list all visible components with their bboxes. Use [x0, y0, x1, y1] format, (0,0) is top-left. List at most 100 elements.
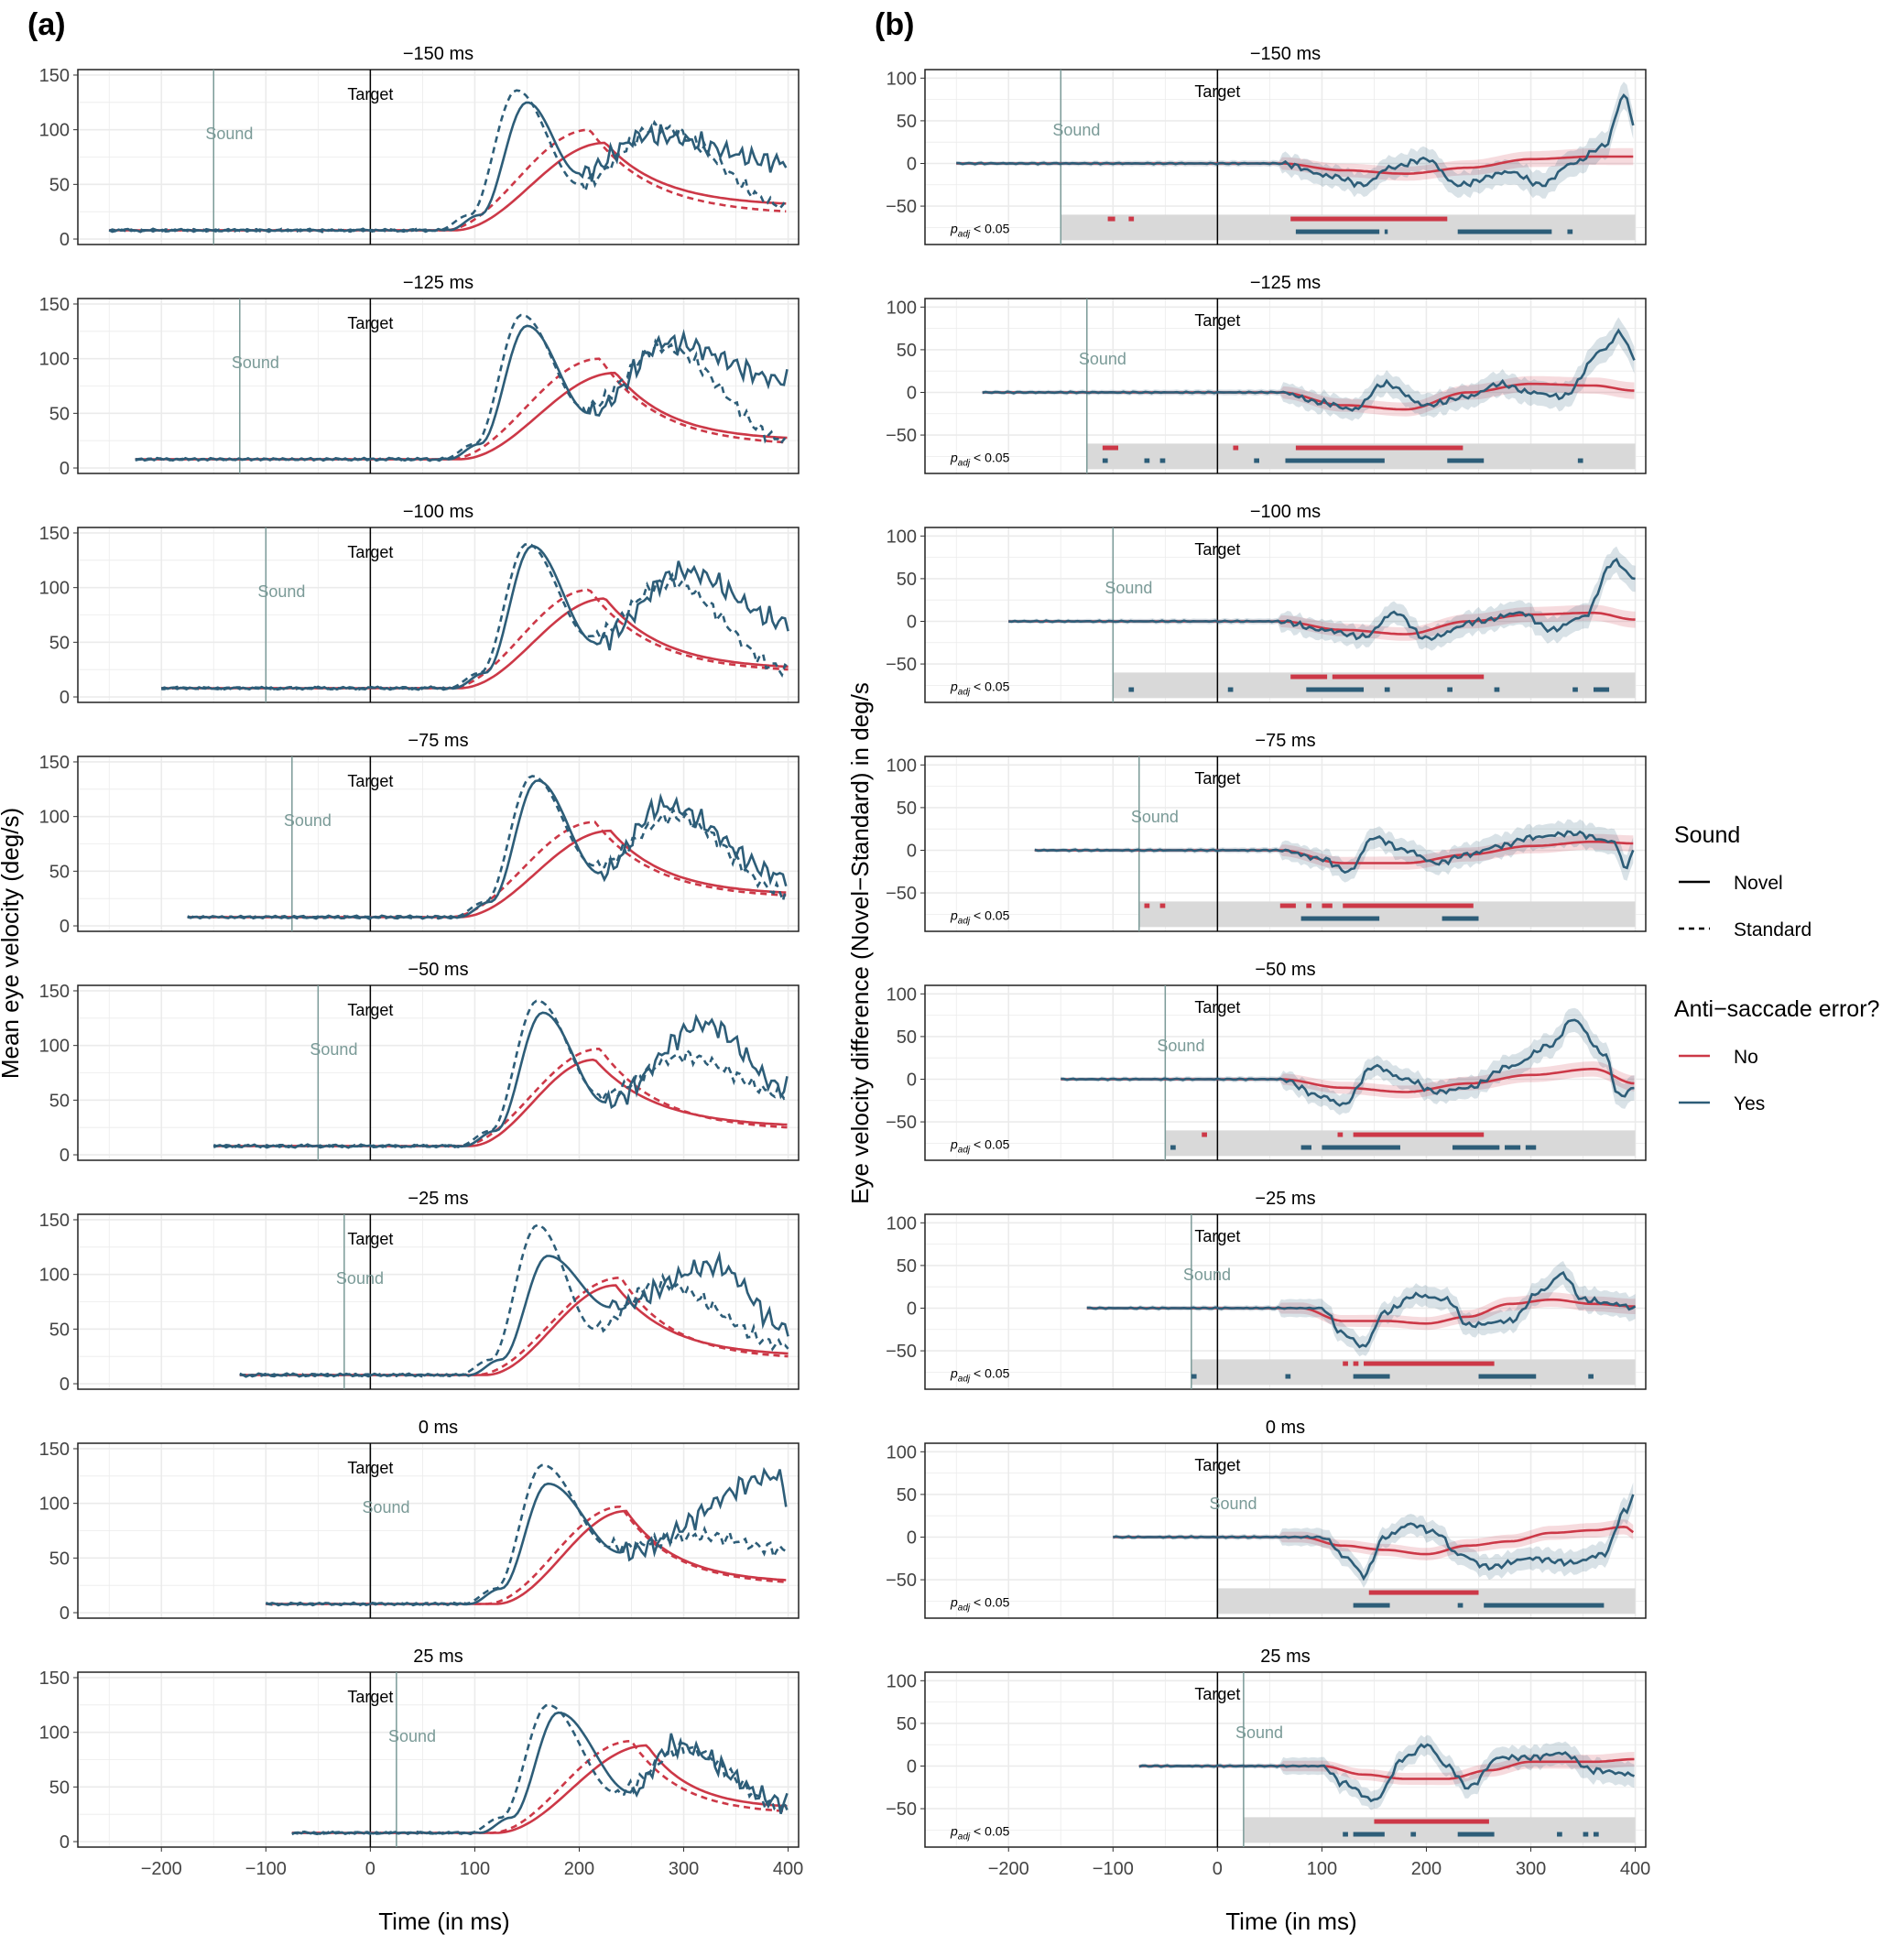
y-tick-label: 100	[39, 1723, 70, 1744]
sig-segment-yes	[1447, 458, 1485, 463]
ribbon-yes	[1138, 1734, 1635, 1810]
y-tick-label: −50	[886, 197, 917, 217]
y-tick-label: 0	[60, 1375, 70, 1395]
sig-segment-no	[1337, 1132, 1344, 1137]
x-tick-label: −200	[141, 1859, 182, 1879]
sig-segment-no	[1233, 445, 1239, 451]
facet-title: −150 ms	[1250, 44, 1321, 64]
y-tick-label: 0	[60, 230, 70, 250]
facet-title: −150 ms	[403, 44, 473, 64]
target-label: Target	[347, 85, 393, 103]
padj-label: padj < 0.05	[950, 221, 1010, 239]
series-no-standard	[109, 128, 787, 232]
plot-frame	[77, 756, 800, 932]
ribbon-no	[1008, 604, 1636, 641]
x-tick-label: −200	[988, 1859, 1029, 1879]
facet-title: −25 ms	[408, 1189, 468, 1209]
sig-segment-no	[1144, 903, 1150, 908]
series-yes-novel	[187, 778, 788, 920]
sig-segment-yes	[1384, 229, 1388, 234]
series-yes-novel	[265, 1466, 788, 1607]
target-label: Target	[347, 772, 393, 790]
sig-segment-yes	[1452, 1145, 1500, 1150]
series-yes-difference	[1008, 557, 1636, 642]
y-tick-label: 150	[39, 1669, 70, 1689]
facet-title: −100 ms	[1250, 502, 1321, 522]
plot-frame	[924, 984, 1647, 1161]
sound-label: Sound	[232, 353, 279, 372]
sig-segment-no	[1290, 216, 1448, 222]
y-tick-label: 100	[887, 1671, 917, 1691]
series-yes-novel	[212, 1011, 789, 1149]
legend-novel-label: Novel	[1734, 873, 1783, 894]
sound-label: Sound	[1157, 1037, 1204, 1055]
sig-segment-no	[1332, 674, 1485, 679]
facet-b-0: −150 ms −50 0 50 100 Target Sound padj < 0.05	[886, 44, 1647, 245]
plot-frame	[924, 756, 1647, 932]
sig-segment-no	[1374, 1819, 1489, 1824]
series-no-standard	[239, 1276, 789, 1376]
plot-frame	[924, 298, 1647, 474]
sig-segment-yes	[1457, 1603, 1463, 1608]
padj-label: padj < 0.05	[950, 679, 1010, 697]
ribbon-yes	[1113, 1482, 1634, 1588]
y-tick-label: −50	[886, 1571, 917, 1591]
sound-label: Sound	[1131, 808, 1179, 826]
y-tick-label: 0	[907, 1527, 917, 1548]
facet-title: 25 ms	[1260, 1647, 1310, 1667]
sound-label: Sound	[284, 811, 332, 830]
sig-segment-yes	[1593, 687, 1610, 692]
sig-segment-yes	[1577, 458, 1583, 463]
legend-yes-label: Yes	[1734, 1093, 1765, 1114]
series-yes-standard	[239, 1223, 789, 1378]
x-tick-label: 0	[365, 1859, 375, 1879]
plot-frame	[924, 1213, 1647, 1390]
panel-b-x-axis-label: Time (in ms)	[1225, 1908, 1356, 1935]
y-tick-label: 150	[39, 982, 70, 1002]
legend-sound-title: Sound	[1674, 822, 1740, 848]
series-no-difference	[1138, 1757, 1635, 1780]
sig-segment-yes	[1457, 1832, 1495, 1837]
sig-segment-yes	[1227, 687, 1234, 692]
panel-a-label: (a)	[27, 7, 66, 42]
sig-segment-yes	[1410, 1832, 1417, 1837]
sig-segment-yes	[1494, 687, 1500, 692]
sound-label: Sound	[336, 1269, 384, 1288]
x-tick-label: 400	[1620, 1859, 1650, 1879]
sound-label: Sound	[205, 125, 253, 143]
padj-label: padj < 0.05	[950, 1365, 1010, 1384]
series-yes-difference	[982, 328, 1636, 412]
y-tick-label: 50	[49, 1091, 70, 1111]
x-tick-label: 200	[1411, 1859, 1442, 1879]
sig-segment-yes	[1384, 687, 1390, 692]
y-tick-label: 0	[907, 1756, 917, 1777]
padj-label: padj < 0.05	[950, 1823, 1010, 1842]
y-tick-label: −50	[886, 426, 917, 446]
y-tick-label: 100	[887, 1442, 917, 1462]
y-tick-label: 0	[60, 1603, 70, 1624]
y-tick-label: 50	[49, 175, 70, 195]
y-tick-label: 0	[60, 917, 70, 937]
y-tick-label: −50	[886, 1799, 917, 1820]
sound-label: Sound	[1052, 121, 1100, 139]
sig-segment-no	[1343, 903, 1474, 908]
padj-label: padj < 0.05	[950, 450, 1010, 468]
sig-segment-no	[1322, 903, 1333, 908]
series-yes-standard	[108, 89, 788, 234]
x-tick-label: 0	[1213, 1859, 1223, 1879]
ribbon-no	[1086, 1292, 1636, 1331]
sig-segment-yes	[1254, 458, 1259, 463]
sig-segment-no	[1364, 1361, 1495, 1366]
y-tick-label: 100	[887, 298, 917, 318]
target-label: Target	[347, 1459, 393, 1477]
facet-a-7: 25 ms 0 50 100 150 −200 −100 0 100 200 300 400 Targe…	[39, 1647, 804, 1879]
panel-b-y-axis-label: Eye velocity difference (Novel−Standard)…	[846, 682, 874, 1204]
y-tick-label: 50	[49, 862, 70, 882]
sig-segment-yes	[1191, 1374, 1197, 1379]
y-tick-label: 0	[907, 383, 917, 403]
legend-no-label: No	[1734, 1047, 1758, 1068]
y-tick-label: 50	[897, 1256, 917, 1277]
facet-a-1: −125 ms 0 50 100 150 Target Sound	[39, 273, 800, 479]
series-yes-difference	[1034, 830, 1635, 875]
